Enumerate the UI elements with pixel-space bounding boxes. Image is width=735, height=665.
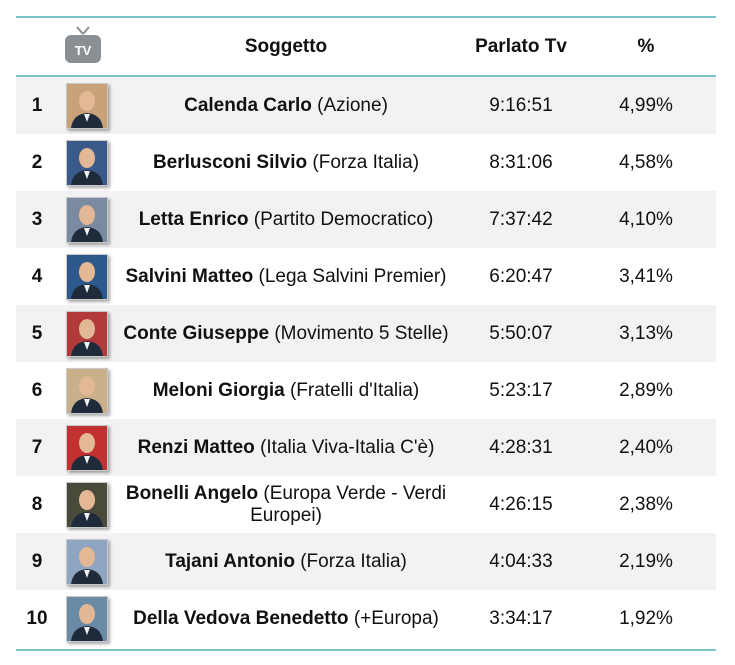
subject-party: (Azione) [317,94,388,116]
subject-cell: Calenda Carlo (Azione) [116,77,456,134]
portrait-thumbnail [66,311,108,357]
rank-number: 7 [31,436,43,458]
subject-party: (Italia Viva-Italia C'è) [260,436,435,458]
subject-text: Berlusconi Silvio (Forza Italia) [153,152,419,174]
subject-name: Conte Giuseppe [123,322,270,344]
table-row: 10 Della Vedova Benedetto (+Europa) 3:34:1… [16,590,716,647]
table-row: 3 Letta Enrico (Partito Democratico) 7:37:… [16,191,716,248]
portrait-thumbnail [66,197,108,243]
subject-name: Renzi Matteo [137,436,255,458]
rank-number: 10 [26,607,48,629]
subject-cell: Renzi Matteo (Italia Viva-Italia C'è) [116,419,456,476]
subject-party: (+Europa) [353,607,439,629]
subject-text: Conte Giuseppe (Movimento 5 Stelle) [123,323,448,345]
speaking-time: 4:04:33 [489,550,553,572]
tv-icon: TV [60,24,106,70]
subject-party: (Europa Verde - Verdi Europei) [250,482,447,526]
percentage: 3,41% [619,265,673,287]
subject-name: Berlusconi Silvio [152,151,308,173]
speaking-time: 7:37:42 [489,208,553,230]
subject-name: Tajani Antonio [165,550,295,572]
speaking-time: 3:34:17 [489,607,553,629]
speaking-time: 6:20:47 [489,265,553,287]
subject-name: Della Vedova Benedetto [133,607,349,629]
subject-party: (Lega Salvini Premier) [258,265,447,287]
speaking-time: 8:31:06 [489,151,553,173]
table-row: 7 Renzi Matteo (Italia Viva-Italia C'è) 4:… [16,419,716,476]
rank-number: 8 [31,493,43,515]
speaking-time: 4:26:15 [489,493,553,515]
table-row: 5 Conte Giuseppe (Movimento 5 Stelle) 5:50… [16,305,716,362]
percentage: 2,89% [619,379,673,401]
subject-party: (Forza Italia) [300,550,407,572]
subject-cell: Letta Enrico (Partito Democratico) [116,191,456,248]
speaking-time: 9:16:51 [489,94,553,116]
percentage: 4,99% [619,94,673,116]
table-row: 4 Salvini Matteo (Lega Salvini Premier) 6:… [16,248,716,305]
percentage: 2,40% [619,436,673,458]
portrait-thumbnail [66,368,108,414]
rank-number: 1 [31,94,43,116]
percentage: 2,19% [619,550,673,572]
table-row: 1 Calenda Carlo (Azione) 9:16:51 4,99% [16,77,716,134]
percentage: 3,13% [619,322,673,344]
subject-text: Calenda Carlo (Azione) [184,95,388,117]
speaking-time: 5:23:17 [489,379,553,401]
portrait-thumbnail [66,254,108,300]
percentage: 4,58% [619,151,673,173]
subject-cell: Salvini Matteo (Lega Salvini Premier) [116,248,456,305]
tv-icon-label: TV [75,43,92,58]
subject-text: Letta Enrico (Partito Democratico) [139,209,434,231]
subject-name: Meloni Giorgia [152,379,285,401]
subject-text: Della Vedova Benedetto (+Europa) [133,608,439,630]
portrait-thumbnail [66,596,108,642]
table-top-rule [16,16,716,18]
subject-cell: Della Vedova Benedetto (+Europa) [116,590,456,647]
rank-number: 5 [31,322,43,344]
table-row: 8 Bonelli Angelo (Europa Verde - Verdi Eu… [16,476,716,533]
rank-number: 3 [31,208,43,230]
subject-name: Letta Enrico [138,208,249,230]
subject-text: Bonelli Angelo (Europa Verde - Verdi Eur… [116,483,456,527]
header-rule [16,75,716,77]
subject-text: Tajani Antonio (Forza Italia) [165,551,407,573]
subject-cell: Berlusconi Silvio (Forza Italia) [116,134,456,191]
rank-number: 6 [31,379,43,401]
subject-cell: Bonelli Angelo (Europa Verde - Verdi Eur… [116,476,456,533]
subject-name: Salvini Matteo [125,265,254,287]
speaking-time: 4:28:31 [489,436,553,458]
subject-cell: Tajani Antonio (Forza Italia) [116,533,456,590]
table-bottom-rule [16,649,716,651]
rank-number: 9 [31,550,43,572]
subject-text: Renzi Matteo (Italia Viva-Italia C'è) [138,437,435,459]
column-header-time: Parlato Tv [475,35,567,57]
subject-cell: Conte Giuseppe (Movimento 5 Stelle) [116,305,456,362]
table-row: 2 Berlusconi Silvio (Forza Italia) 8:31:06… [16,134,716,191]
percentage: 1,92% [619,607,673,629]
subject-name: Calenda Carlo [184,94,312,116]
percentage: 2,38% [619,493,673,515]
subject-name: Bonelli Angelo [125,482,259,504]
subject-party: (Fratelli d'Italia) [289,379,420,401]
percentage: 4,10% [619,208,673,230]
table-row: 9 Tajani Antonio (Forza Italia) 4:04:33 2,1… [16,533,716,590]
subject-party: (Forza Italia) [312,151,420,173]
table-header: TV Soggetto Parlato Tv % [16,18,716,75]
subject-text: Meloni Giorgia (Fratelli d'Italia) [153,380,420,402]
rank-number: 2 [31,151,43,173]
rank-number: 4 [31,265,43,287]
portrait-thumbnail [66,539,108,585]
portrait-thumbnail [66,140,108,186]
column-header-subject: Soggetto [244,35,328,57]
portrait-thumbnail [66,83,108,129]
column-header-percent: % [637,35,655,57]
table-row: 6 Meloni Giorgia (Fratelli d'Italia) 5:23:… [16,362,716,419]
portrait-thumbnail [66,482,108,528]
subject-party: (Movimento 5 Stelle) [274,322,449,344]
speaking-time: 5:50:07 [489,322,553,344]
subject-cell: Meloni Giorgia (Fratelli d'Italia) [116,362,456,419]
subject-text: Salvini Matteo (Lega Salvini Premier) [126,266,447,288]
subject-party: (Partito Democratico) [253,208,434,230]
portrait-thumbnail [66,425,108,471]
